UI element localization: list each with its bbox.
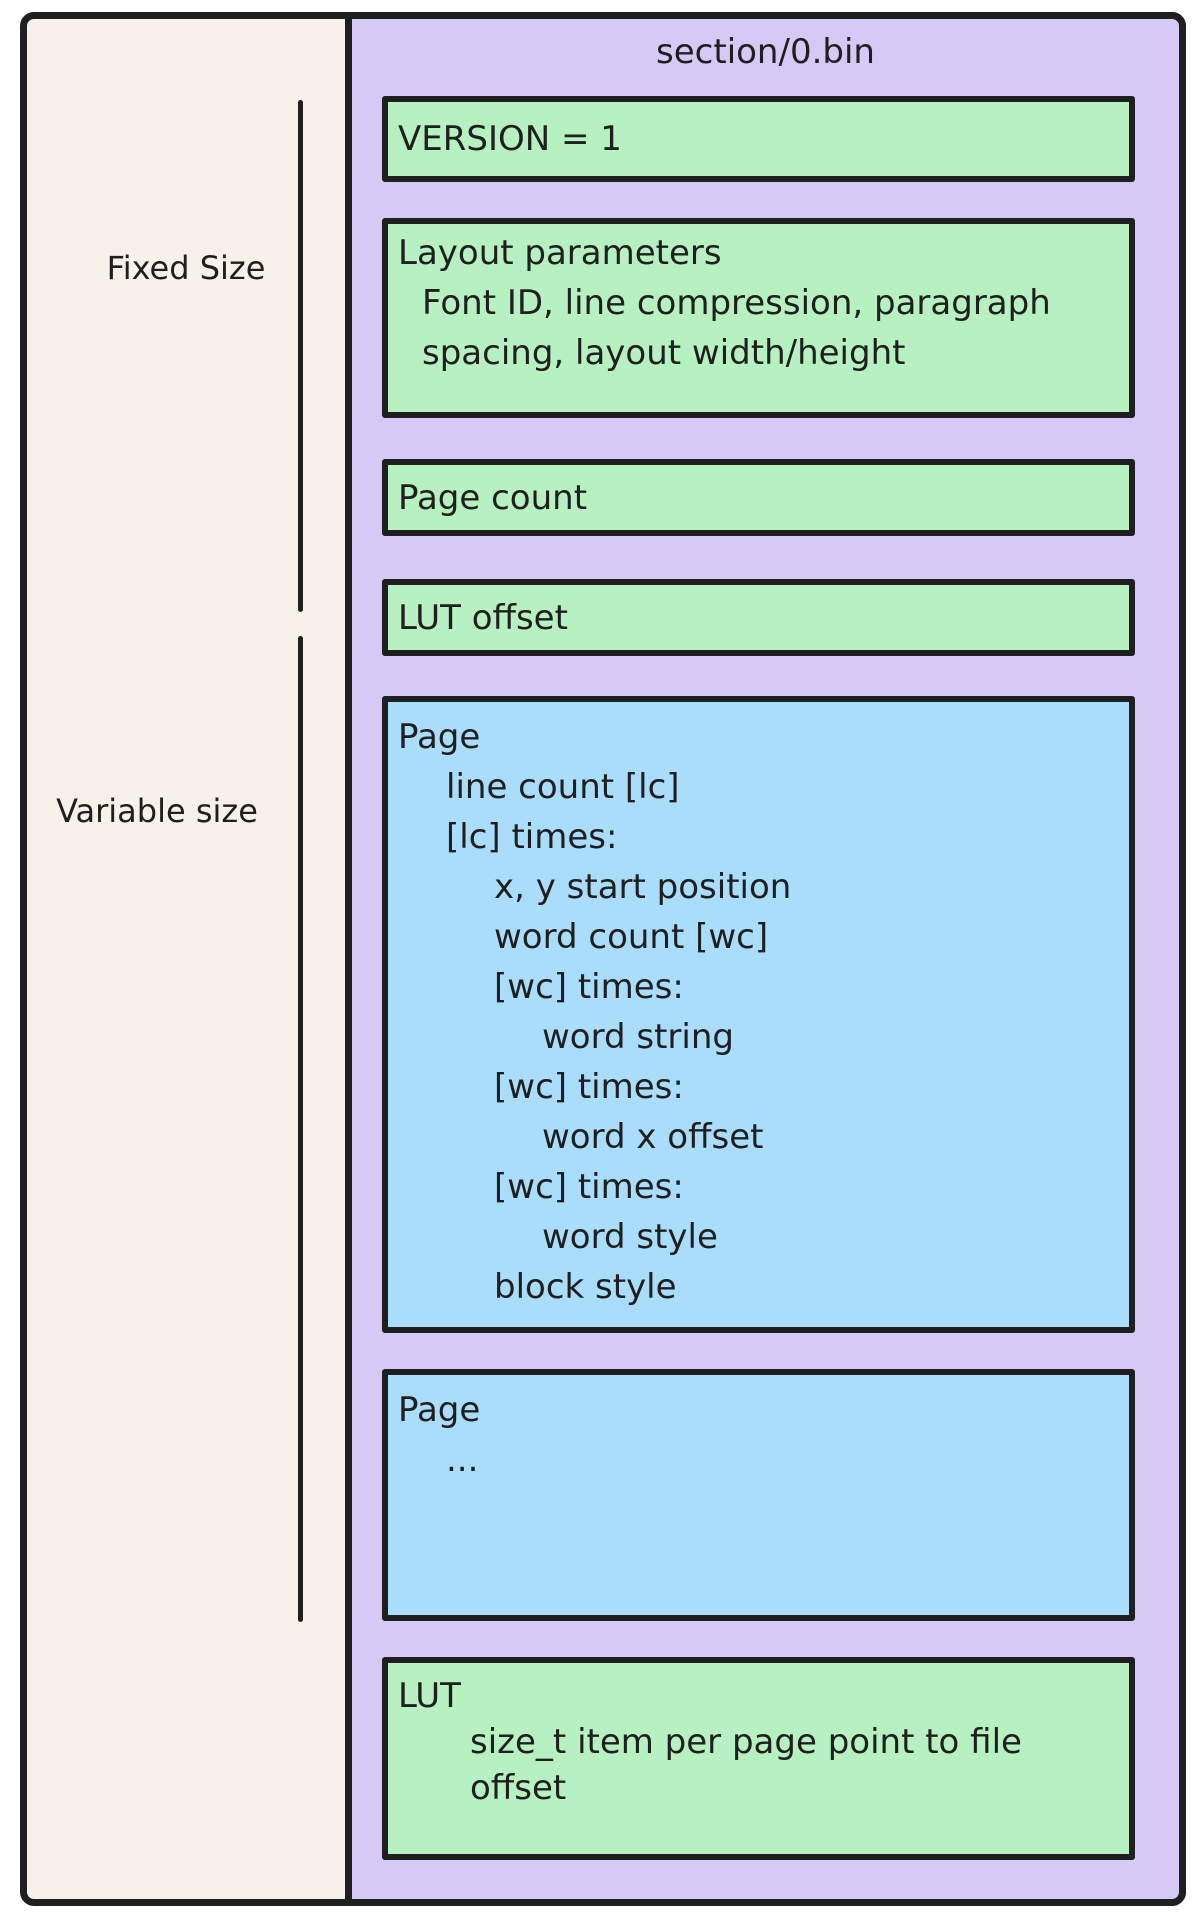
file-block-page-count: Page count bbox=[382, 459, 1135, 536]
block-line: word count [wc] bbox=[494, 917, 769, 957]
block-line: ... bbox=[446, 1440, 479, 1480]
block-line: word style bbox=[542, 1217, 718, 1257]
outer-frame: Fixed Size Variable size section/0.bin V… bbox=[20, 12, 1186, 1906]
block-line: Font ID, line compression, paragraph bbox=[422, 283, 1051, 323]
block-line: Page bbox=[398, 717, 481, 757]
block-line: LUT bbox=[398, 1676, 461, 1716]
file-panel: section/0.bin VERSION = 1 Layout paramete… bbox=[345, 12, 1186, 1906]
file-block-version: VERSION = 1 bbox=[382, 96, 1135, 182]
fixed-size-bracket-line bbox=[298, 100, 303, 612]
fixed-size-label: Fixed Size bbox=[106, 249, 266, 287]
variable-size-label: Variable size bbox=[56, 792, 258, 830]
file-title: section/0.bin bbox=[656, 32, 875, 72]
block-line: line count [lc] bbox=[446, 767, 680, 807]
file-block-layout-params: Layout parameters Font ID, line compressi… bbox=[382, 218, 1135, 418]
block-line: VERSION = 1 bbox=[398, 119, 622, 159]
block-line: Page count bbox=[398, 477, 588, 518]
block-line: word x offset bbox=[542, 1117, 764, 1157]
block-line: [lc] times: bbox=[446, 817, 618, 857]
block-line: [wc] times: bbox=[494, 1167, 684, 1207]
variable-size-bracket-line bbox=[298, 636, 303, 1622]
block-line: size_t item per page point to file bbox=[470, 1722, 1022, 1762]
block-line: x, y start position bbox=[494, 867, 792, 907]
block-line: [wc] times: bbox=[494, 967, 684, 1007]
block-line: [wc] times: bbox=[494, 1067, 684, 1107]
block-line: block style bbox=[494, 1267, 677, 1307]
file-block-page-more: Page... bbox=[382, 1369, 1135, 1621]
block-line: Layout parameters bbox=[398, 233, 722, 273]
block-line: word string bbox=[542, 1017, 734, 1057]
block-line: Page bbox=[398, 1390, 481, 1430]
file-block-page-detail: Page line count [lc] [lc] times: x, y start… bbox=[382, 696, 1135, 1333]
blocks-container: VERSION = 1 Layout parameters Font ID, lin… bbox=[382, 96, 1135, 1860]
block-line: LUT offset bbox=[398, 597, 568, 638]
file-block-lut-offset: LUT offset bbox=[382, 579, 1135, 656]
file-block-lut: LUT size_t item per page point to file off… bbox=[382, 1657, 1135, 1860]
block-line: offset bbox=[470, 1768, 567, 1808]
block-line: spacing, layout width/height bbox=[422, 333, 906, 373]
